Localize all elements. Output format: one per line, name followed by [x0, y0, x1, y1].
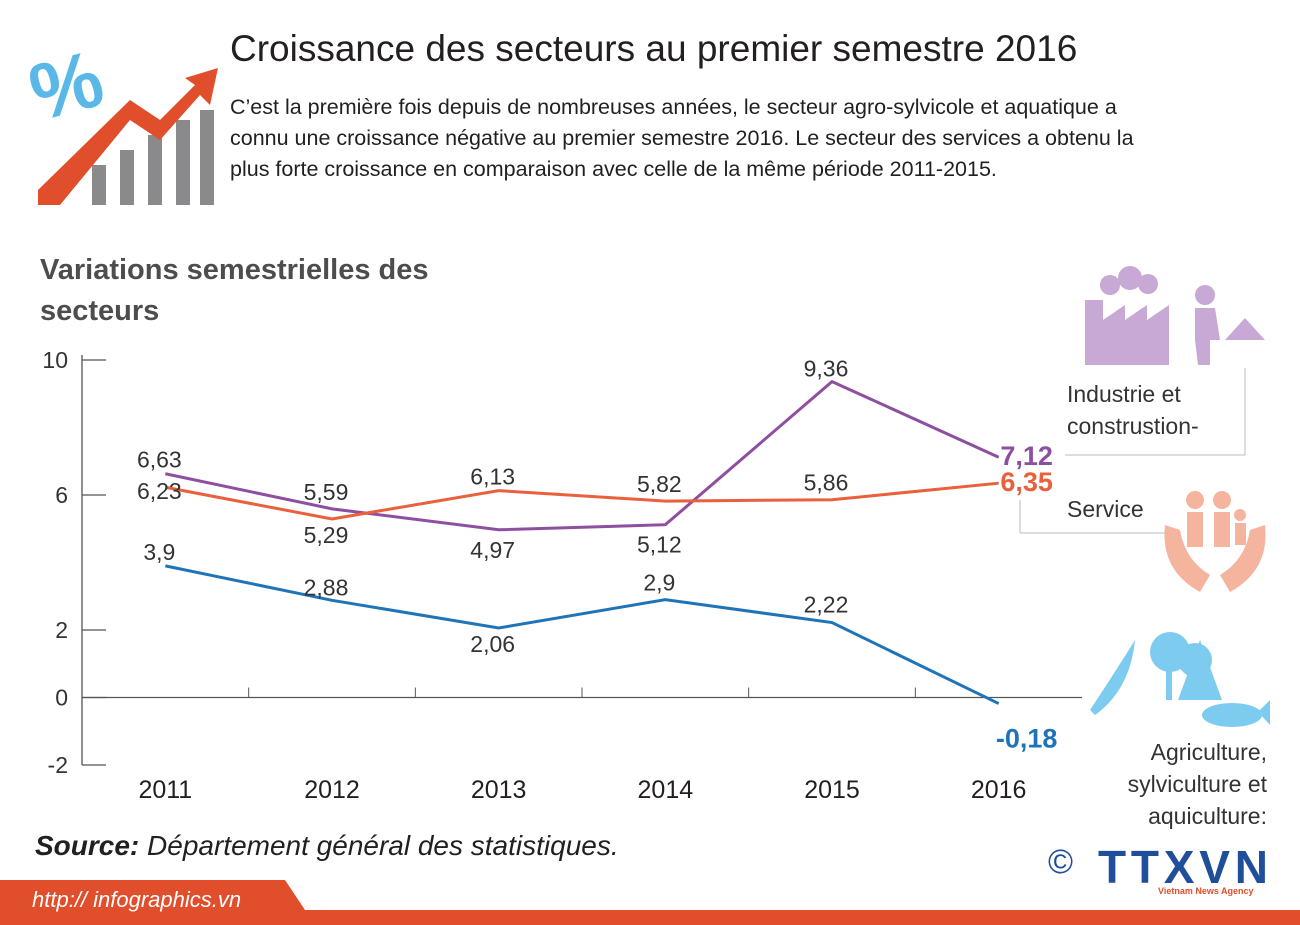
- description: C’est la première fois depuis de nombreu…: [230, 92, 1134, 185]
- series-line: [165, 564, 1000, 705]
- percent-icon: %: [20, 33, 218, 205]
- x-tick-label: 2014: [638, 776, 694, 804]
- svg-text:%: %: [20, 33, 112, 137]
- data-label: 2,88: [304, 574, 349, 600]
- x-tick-label: 2012: [304, 776, 360, 804]
- agriculture-icon: [1090, 632, 1270, 727]
- data-label: 5,12: [637, 532, 682, 558]
- data-label: 3,9: [143, 539, 175, 565]
- data-label: 6,23: [137, 478, 182, 504]
- y-tick-label: -2: [48, 752, 68, 778]
- data-label: 2,22: [804, 592, 849, 618]
- source-text: Département général des statistiques.: [147, 830, 619, 861]
- x-tick-label: 2011: [138, 776, 192, 804]
- y-tick-label: 6: [55, 482, 68, 508]
- data-label: 6,63: [137, 447, 182, 473]
- service-icon: [1164, 491, 1266, 592]
- title: Croissance des secteurs au premier semes…: [230, 28, 1078, 69]
- series-line: [165, 481, 999, 521]
- description-line: plus forte croissance en comparaison ave…: [230, 157, 997, 181]
- x-tick-label: 2015: [804, 776, 860, 804]
- data-label: 2,9: [643, 570, 675, 596]
- x-tick-label: 2016: [971, 776, 1027, 804]
- y-tick-label: 0: [55, 685, 68, 711]
- series-line: [165, 379, 1000, 532]
- description-line: C’est la première fois depuis de nombreu…: [230, 95, 1117, 119]
- data-label: 9,36: [804, 356, 849, 382]
- source: Source: Département général des statisti…: [35, 830, 619, 862]
- copyright: ©: [1048, 843, 1073, 881]
- source-label: Source:: [35, 830, 140, 861]
- agency: Vietnam News Agency: [1158, 886, 1254, 896]
- y-tick-label: 10: [42, 347, 68, 373]
- data-label: 2,06: [470, 631, 515, 657]
- footer-bar: [0, 880, 1300, 925]
- chart-title: Variations semestrielles des secteurs: [40, 254, 429, 327]
- y-tick-label: 2: [55, 617, 68, 643]
- legend-entry: Industrie et construstion-: [1067, 381, 1199, 439]
- data-label: 4,97: [470, 537, 515, 563]
- data-label: 7,12: [1000, 441, 1053, 471]
- description-line: connu une croissance négative au premier…: [230, 126, 1134, 150]
- data-label: 6,35: [1000, 467, 1053, 497]
- legend-entry: Agriculture, sylviculture et aquiculture…: [1127, 739, 1267, 829]
- url: http:// infographics.vn: [32, 887, 242, 912]
- x-tick-label: 2013: [471, 776, 527, 804]
- data-label: 5,82: [637, 471, 682, 497]
- industry-icon: [1085, 266, 1265, 365]
- data-label: 6,13: [470, 464, 515, 490]
- data-label: -0,18: [996, 724, 1058, 754]
- data-label: 5,86: [804, 470, 849, 496]
- data-label: 5,59: [304, 479, 349, 505]
- data-label: 5,29: [304, 522, 349, 548]
- legend-entry: Service: [1067, 496, 1144, 522]
